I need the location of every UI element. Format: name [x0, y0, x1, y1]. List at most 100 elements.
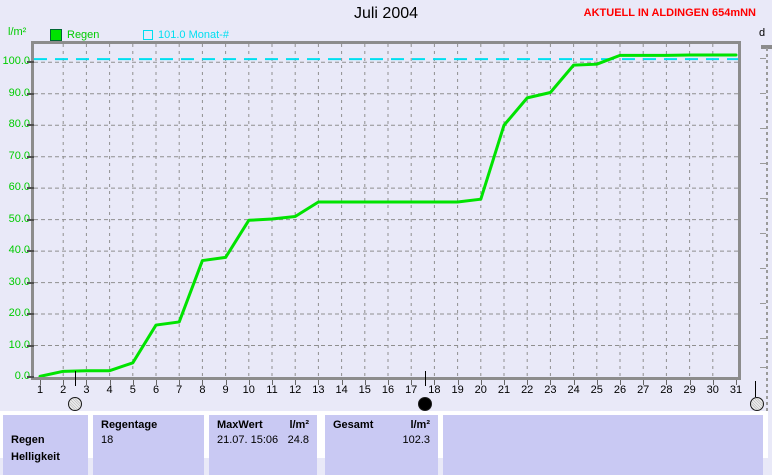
y-tick-label: 70.0: [8, 149, 30, 162]
next-panel-tick-mark: [760, 338, 766, 339]
maxwert-header: MaxWert: [217, 419, 263, 431]
summary-cell-gesamt[interactable]: Gesamt l/m² 102.3: [325, 415, 438, 475]
next-panel-tick-mark: [760, 233, 766, 234]
x-tick-mark: [295, 380, 297, 385]
next-panel-tick-mark: [760, 303, 766, 304]
moon-phase-tick: [754, 381, 756, 397]
x-tick-label: 12: [289, 384, 302, 396]
x-tick-label: 8: [199, 384, 206, 396]
x-tick-label: 31: [729, 384, 743, 396]
x-tick-label: 10: [242, 384, 255, 396]
legend-monat-label: 101.0 Monat-#: [158, 28, 229, 41]
y-tick-mark: [27, 187, 34, 190]
station-status-text: AKTUELL IN ALDINGEN 654mNN: [583, 7, 756, 19]
y-tick-label: 40.0: [8, 244, 30, 257]
legend-item-regen[interactable]: Regen: [50, 28, 99, 41]
x-tick-label: 18: [428, 384, 441, 396]
x-tick-mark: [318, 380, 320, 385]
moon-phase-tick: [74, 371, 76, 386]
x-tick-label: 15: [358, 384, 371, 396]
x-tick-label: 29: [683, 384, 696, 396]
x-tick-mark: [156, 380, 157, 385]
rain-cumulative-plot[interactable]: [31, 41, 741, 380]
next-panel-border-fragment: [761, 45, 772, 49]
y-tick-mark: [27, 281, 34, 284]
x-tick-mark: [132, 380, 134, 385]
gesamt-value: 102.3: [402, 434, 430, 446]
summary-cell-sensor[interactable]: Regen Helligkeit: [3, 415, 88, 475]
x-tick-mark: [596, 380, 598, 385]
x-tick-label: 5: [129, 384, 136, 396]
x-tick-label: 3: [83, 384, 90, 396]
y-axis-unit-label: l/m²: [8, 26, 27, 38]
x-tick-label: 16: [381, 384, 395, 396]
next-panel-tick-mark: [760, 58, 766, 59]
y-tick-label: 90.0: [8, 86, 30, 99]
y-tick-mark: [27, 92, 34, 95]
summary-cell-maxwert[interactable]: MaxWert l/m² 21.07. 15:06 24.8: [209, 415, 317, 475]
x-tick-mark: [63, 380, 65, 385]
regentage-value: 18: [101, 434, 114, 446]
y-tick-mark: [27, 61, 34, 64]
x-tick-mark: [388, 380, 389, 385]
sensor-row-label: Regen: [11, 434, 45, 446]
y-tick-label: 80.0: [8, 118, 30, 131]
next-panel-tick-mark: [760, 367, 766, 368]
x-tick-mark: [457, 380, 459, 385]
y-tick-label: 60.0: [8, 181, 30, 194]
next-panel-tick-mark: [760, 268, 766, 269]
full-moon-icon: [749, 397, 764, 411]
gesamt-header: Gesamt: [333, 419, 374, 431]
y-tick-mark: [27, 376, 34, 378]
x-tick-label: 22: [521, 384, 534, 396]
y-tick-label: 20.0: [8, 307, 30, 320]
y-tick-label: 50.0: [8, 212, 30, 225]
next-panel-axis-label: d: [759, 27, 766, 39]
x-tick-mark: [40, 380, 41, 385]
x-tick-mark: [504, 380, 505, 385]
legend-item-monat-reference[interactable]: 101.0 Monat-#: [143, 28, 229, 41]
x-tick-label: 13: [312, 384, 325, 396]
monat-reference-checkbox-icon: [143, 29, 153, 40]
next-panel-tick-mark: [760, 128, 766, 129]
x-tick-mark: [179, 380, 181, 385]
y-tick-mark: [27, 155, 34, 158]
summary-cell-empty[interactable]: [443, 415, 763, 475]
moon-phase-tick: [425, 371, 427, 386]
x-tick-mark: [736, 380, 737, 385]
x-tick-mark: [712, 380, 714, 385]
x-tick-mark: [689, 380, 691, 385]
x-tick-label: 27: [637, 384, 650, 396]
x-tick-label: 6: [152, 384, 160, 396]
rain-month-chart-window: { "header": { "title": "Juli 2004", "sta…: [0, 5, 772, 475]
x-tick-mark: [225, 380, 227, 385]
y-tick-label: 10.0: [8, 338, 30, 351]
y-tick-mark: [27, 313, 34, 316]
x-tick-mark: [480, 380, 482, 385]
next-panel-tick-mark: [760, 198, 766, 199]
regen-series-swatch-icon: [50, 28, 62, 41]
x-tick-label: 11: [266, 384, 278, 396]
x-tick-mark: [550, 380, 552, 385]
gesamt-unit-label: l/m²: [410, 419, 430, 431]
x-tick-mark: [527, 380, 529, 385]
x-tick-label: 1: [36, 384, 44, 396]
x-tick-label: 14: [335, 384, 348, 396]
x-tick-mark: [620, 380, 621, 385]
x-tick-mark: [272, 380, 273, 385]
maxwert-amount-value: 24.8: [287, 434, 309, 446]
x-tick-label: 24: [567, 384, 580, 396]
y-tick-label: 100.0: [2, 55, 30, 68]
y-tick-mark: [27, 218, 34, 221]
page-title: Juli 2004: [353, 5, 419, 22]
x-tick-label: 19: [451, 384, 464, 396]
x-tick-mark: [202, 380, 204, 385]
legend-regen-label: Regen: [67, 28, 100, 41]
x-tick-mark: [86, 380, 88, 385]
summary-cell-regentage[interactable]: Regentage 18: [93, 415, 204, 475]
x-tick-mark: [109, 380, 111, 385]
x-tick-label: 25: [590, 384, 603, 396]
y-tick-mark: [27, 250, 34, 253]
plot-svg: [34, 44, 738, 377]
x-tick-mark: [573, 380, 575, 385]
